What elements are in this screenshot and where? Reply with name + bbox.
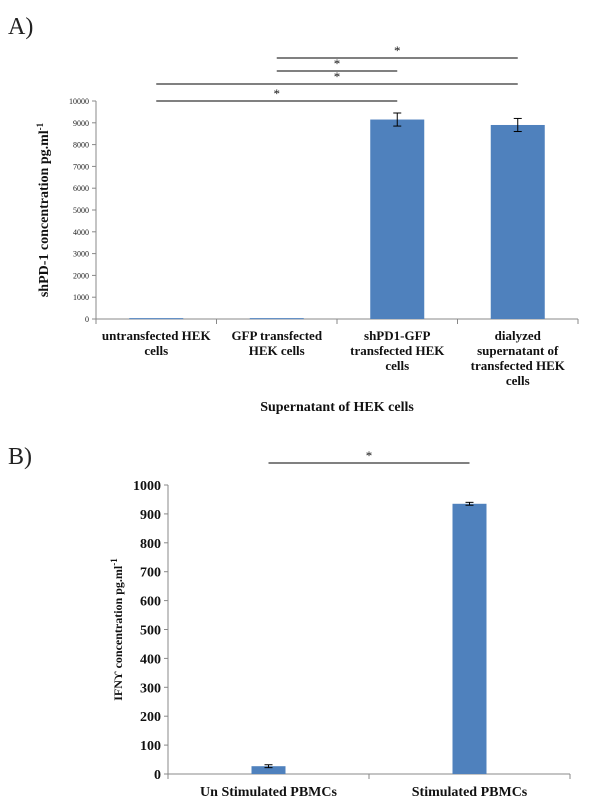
significance-star: * (334, 69, 341, 84)
y-tick-label: 9000 (73, 119, 89, 128)
y-tick-label: 0 (85, 315, 89, 324)
y-tick-label: 5000 (73, 206, 89, 215)
category-label: Un Stimulated PBMCs (200, 785, 337, 800)
panel-label-a: A) (8, 14, 33, 40)
chart-b: B) 0 100 200 300 400 500 600 700 800 900 1000 Un St… (8, 444, 571, 800)
category-label: untransfected HEK cells (102, 328, 212, 358)
significance-star: * (334, 56, 341, 71)
significance-star: * (274, 86, 281, 101)
x-axis-label: Supernatant of HEK cells (260, 400, 414, 415)
y-tick-label: 100 (140, 739, 161, 754)
y-tick-label: 1000 (133, 479, 161, 494)
panel-label-b: B) (8, 444, 32, 470)
bar (490, 124, 545, 319)
y-tick-label: 2000 (73, 271, 89, 280)
bar (251, 766, 286, 774)
y-tick-label: 800 (140, 537, 161, 552)
y-tick-label: 400 (140, 652, 161, 667)
y-tick-label: 600 (140, 595, 161, 610)
y-tick-label: 200 (140, 710, 161, 725)
significance-star: * (394, 43, 401, 58)
category-label: Stimulated PBMCs (412, 785, 528, 800)
category-label: GFP transfected HEK cells (231, 328, 322, 358)
bar (370, 119, 425, 319)
significance-star: * (366, 448, 373, 463)
y-tick-label: 3000 (73, 250, 89, 259)
y-tick-label: 0 (154, 768, 161, 783)
y-tick-label: 700 (140, 566, 161, 581)
y-axis-label: IFNϒ concentration pg.ml-1 (109, 558, 125, 701)
y-tick-label: 900 (140, 508, 161, 523)
category-label: dialyzed supernatant of transfected HEK cel… (471, 328, 566, 388)
y-tick-label: 7000 (73, 162, 89, 171)
bar (452, 503, 487, 774)
y-tick-label: 4000 (73, 228, 89, 237)
y-tick-label: 6000 (73, 184, 89, 193)
y-tick-label: 1000 (73, 293, 89, 302)
y-tick-label: 300 (140, 681, 161, 696)
chart-a: A) 0 1000 2000 3000 4000 5000 6000 7000 8000 9000… (8, 14, 579, 415)
y-tick-label: 500 (140, 624, 161, 639)
y-tick-label: 10000 (69, 97, 89, 106)
y-tick-label: 8000 (73, 141, 89, 150)
y-axis-label: shPD-1 concentration pg.ml-1 (35, 122, 52, 297)
bar (249, 318, 304, 320)
category-label: shPD1-GFP transfected HEK cells (350, 328, 445, 373)
bar (129, 318, 184, 320)
